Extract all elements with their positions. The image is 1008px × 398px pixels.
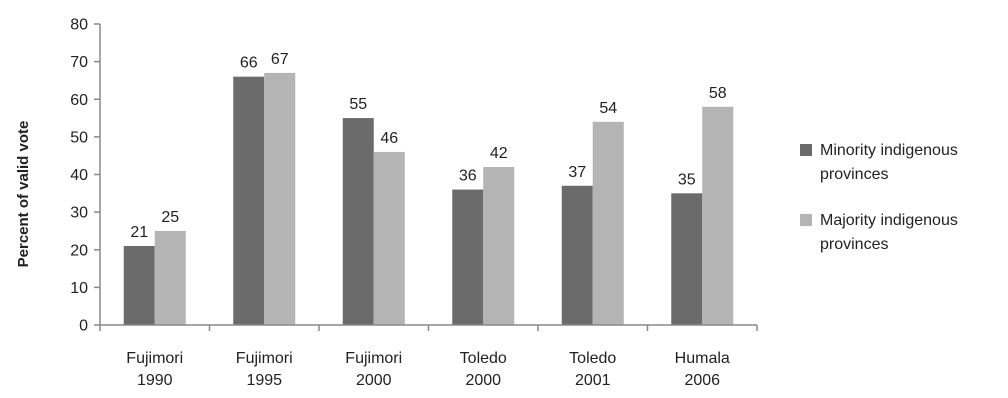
legend-swatch <box>800 214 812 226</box>
legend-swatch <box>800 144 812 156</box>
x-tick-label-line: 2006 <box>684 372 720 389</box>
axes: 0 10 20 30 40 50 60 70 80 Fujimori 1990 Fujimori 199… <box>70 17 758 389</box>
x-tick-label: Fujimori 1990 <box>126 350 183 389</box>
x-tick-label-line: Toledo <box>460 350 507 367</box>
legend-entry: Majority indigenous provinces <box>820 212 958 253</box>
bar-minority <box>342 118 374 325</box>
y-tick-label: 70 <box>70 54 88 71</box>
y-tick-label: 60 <box>70 92 88 109</box>
legend-entry-line: provinces <box>820 166 888 183</box>
x-tick-label-line: Humala <box>675 350 730 367</box>
y-tick-label: 0 <box>79 318 88 335</box>
bar-minority <box>452 189 484 325</box>
x-tick-label-line: Toledo <box>569 350 616 367</box>
bar-minority <box>671 193 703 325</box>
x-tick-label: Toledo 2000 <box>460 350 507 389</box>
x-tick-label-line: 1995 <box>246 372 282 389</box>
x-tick-label: Toledo 2001 <box>569 350 616 389</box>
legend-entry-line: provinces <box>820 236 888 253</box>
legend-entry-line: Minority indigenous <box>820 142 958 159</box>
data-label: 55 <box>349 96 367 113</box>
x-tick-label: Fujimori 2000 <box>345 350 402 389</box>
x-tick-label: Fujimori 1995 <box>236 350 293 389</box>
data-label: 35 <box>678 171 696 188</box>
legend-entry-line: Majority indigenous <box>820 212 958 229</box>
y-tick-label: 40 <box>70 167 88 184</box>
bar-minority <box>233 76 265 325</box>
data-label: 58 <box>709 85 727 102</box>
data-label: 67 <box>271 51 289 68</box>
data-label: 36 <box>459 168 477 185</box>
bar-minority <box>123 245 155 325</box>
bar-majority <box>702 106 734 326</box>
x-tick-label-line: 2000 <box>465 372 501 389</box>
y-tick-label: 20 <box>70 242 88 259</box>
plot-area: 21 25 66 67 55 46 36 42 37 54 35 58 <box>123 51 734 326</box>
bar-majority <box>483 166 515 325</box>
data-label: 21 <box>130 224 148 241</box>
data-label: 42 <box>490 145 508 162</box>
bar-majority <box>373 151 405 325</box>
data-label: 54 <box>599 100 617 117</box>
y-tick-label: 50 <box>70 129 88 146</box>
x-tick-label-line: 2000 <box>356 372 392 389</box>
data-label: 25 <box>161 209 179 226</box>
legend-entry: Minority indigenous provinces <box>820 142 958 183</box>
y-tick-label: 10 <box>70 280 88 297</box>
data-label: 66 <box>240 55 258 72</box>
data-label: 46 <box>380 130 398 147</box>
y-tick-label: 80 <box>70 17 88 34</box>
bar-majority <box>154 230 186 325</box>
bar-majority <box>264 72 296 325</box>
y-axis-title: Percent of valid vote <box>15 121 32 268</box>
x-tick-label-line: Fujimori <box>126 350 183 367</box>
bar-minority <box>561 185 593 325</box>
x-tick-label-line: 2001 <box>575 372 611 389</box>
x-tick-label-line: 1990 <box>137 372 173 389</box>
y-tick-label: 30 <box>70 205 88 222</box>
x-tick-label-line: Fujimori <box>236 350 293 367</box>
bar-majority <box>592 121 624 325</box>
x-tick-label: Humala 2006 <box>675 350 730 389</box>
x-tick-label-line: Fujimori <box>345 350 402 367</box>
data-label: 37 <box>568 164 586 181</box>
